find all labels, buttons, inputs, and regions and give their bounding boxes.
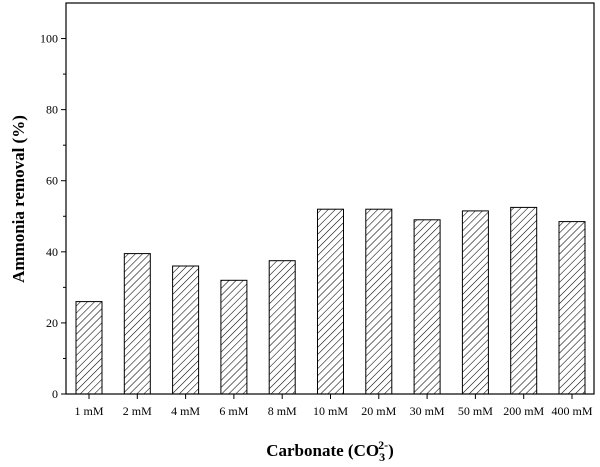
y-axis-title: Ammonia removal (%) xyxy=(9,115,28,283)
x-tick-label: 400 mM xyxy=(551,404,592,418)
bar-20mm xyxy=(365,208,393,395)
x-axis-title-subscript: 3 xyxy=(379,450,385,464)
bar-6mm xyxy=(220,279,248,395)
bar-1mm xyxy=(75,301,103,395)
x-tick-label: 2 mM xyxy=(123,404,152,418)
x-tick-label: 1 mM xyxy=(74,404,103,418)
x-tick-label: 50 mM xyxy=(458,404,493,418)
bar-10mm xyxy=(317,208,344,395)
x-tick-label: 10 mM xyxy=(313,404,348,418)
y-tick-label: 20 xyxy=(46,316,58,330)
bar-400mm xyxy=(558,221,586,395)
bars-group xyxy=(75,206,586,395)
bar-30mm xyxy=(413,219,441,395)
x-tick-label: 8 mM xyxy=(268,404,297,418)
x-tick-label: 30 mM xyxy=(410,404,445,418)
x-tick-label: 200 mM xyxy=(503,404,544,418)
bar-200mm xyxy=(510,206,538,395)
y-tick-label: 60 xyxy=(46,174,58,188)
bar-4mm xyxy=(172,265,200,395)
x-tick-label: 20 mM xyxy=(361,404,396,418)
y-axis: 0 20 40 60 80 100 xyxy=(40,32,66,401)
bar-50mm xyxy=(461,210,489,395)
bar-2mm xyxy=(123,253,151,395)
x-axis-title-superscript: 2- xyxy=(378,438,388,452)
x-axis-title-close: ) xyxy=(388,441,394,460)
y-tick-label: 0 xyxy=(52,387,58,401)
y-tick-label: 100 xyxy=(40,32,58,46)
y-tick-label: 40 xyxy=(46,245,58,259)
y-tick-label: 80 xyxy=(46,103,58,117)
x-tick-label: 6 mM xyxy=(219,404,248,418)
x-tick-label: 4 mM xyxy=(171,404,200,418)
bar-8mm xyxy=(268,260,296,395)
x-axis-title: Carbonate (CO32-) xyxy=(266,438,394,464)
x-axis-title-main: Carbonate (CO xyxy=(266,441,379,460)
x-axis: 1 mM 2 mM 4 mM 6 mM 8 mM 10 mM 20 mM 30 mM 50 mM… xyxy=(74,394,593,418)
